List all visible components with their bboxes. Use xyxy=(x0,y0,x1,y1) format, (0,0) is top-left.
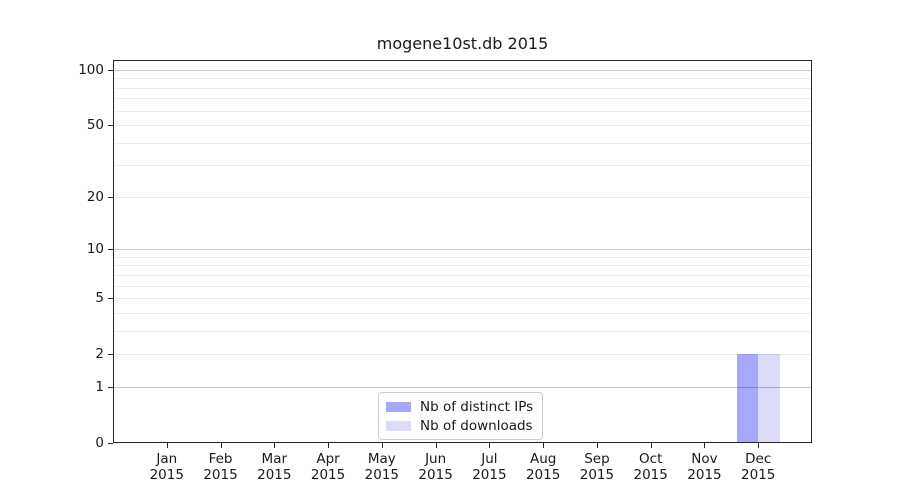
major-gridline xyxy=(113,69,812,71)
x-tick-mark xyxy=(650,443,652,448)
x-tick-label: Oct 2015 xyxy=(633,451,668,483)
bar-nb-of-distinct-ips xyxy=(736,354,759,443)
minor-gridline xyxy=(113,196,812,198)
y-tick-mark xyxy=(108,196,113,198)
minor-gridline xyxy=(113,256,812,258)
legend-label-distinct-ips: Nb of distinct IPs xyxy=(420,398,534,415)
x-tick-mark xyxy=(166,443,168,448)
minor-gridline xyxy=(113,298,812,300)
y-tick-mark xyxy=(108,443,113,444)
x-tick-mark xyxy=(704,443,706,448)
minor-gridline xyxy=(113,165,812,167)
y-tick-mark xyxy=(108,69,113,71)
x-tick-mark xyxy=(328,443,330,448)
x-tick-mark xyxy=(435,443,437,448)
x-tick-label: Mar 2015 xyxy=(257,451,292,483)
major-gridline xyxy=(113,386,812,388)
bar-nb-of-downloads xyxy=(758,354,780,443)
minor-gridline xyxy=(113,274,812,276)
y-tick-label: 20 xyxy=(86,188,104,205)
plot-spines xyxy=(113,60,812,443)
y-tick-label: 100 xyxy=(78,61,104,78)
minor-gridline xyxy=(113,110,812,112)
x-tick-mark xyxy=(220,443,222,448)
y-tick-mark xyxy=(108,298,113,300)
x-tick-mark xyxy=(543,443,545,448)
plot-area: 0 1 2 5 10 20 50 100 Jan 2015 Feb 2015 Mar 2015 Apr… xyxy=(78,60,812,483)
minor-gridline xyxy=(113,98,812,100)
x-tick-label: Feb 2015 xyxy=(203,451,238,483)
x-tick-label: Jul 2015 xyxy=(472,451,507,483)
minor-gridline xyxy=(113,125,812,127)
minor-gridline xyxy=(113,354,812,356)
y-tick-label: 50 xyxy=(86,117,104,134)
legend: Nb of distinct IPs Nb of downloads xyxy=(378,392,544,440)
x-tick-label: Nov 2015 xyxy=(687,451,722,483)
x-tick-mark xyxy=(274,443,276,448)
y-tick-mark xyxy=(108,386,113,388)
y-tick-label: 2 xyxy=(95,346,104,363)
x-tick-mark xyxy=(758,443,760,448)
legend-item-distinct-ips: Nb of distinct IPs xyxy=(386,398,533,415)
x-tick-mark xyxy=(489,443,491,448)
x-tick-label: Jun 2015 xyxy=(418,451,453,483)
minor-gridline xyxy=(113,78,812,80)
legend-label-downloads: Nb of downloads xyxy=(420,417,533,434)
chart-title: mogene10st.db 2015 xyxy=(376,34,549,53)
x-tick-label: Dec 2015 xyxy=(741,451,776,483)
x-tick-mark xyxy=(596,443,598,448)
y-tick-label: 0 xyxy=(95,435,104,451)
x-tick-label: May 2015 xyxy=(364,451,400,483)
x-tick-mark xyxy=(381,443,383,448)
legend-swatch-distinct-ips xyxy=(386,401,411,412)
x-tick-label: Apr 2015 xyxy=(310,451,346,483)
y-tick-label: 1 xyxy=(95,378,104,395)
y-tick-mark xyxy=(108,354,113,356)
legend-swatch-downloads xyxy=(386,420,411,431)
minor-gridline xyxy=(113,87,812,89)
minor-gridline xyxy=(113,330,812,332)
x-tick-label: Jan 2015 xyxy=(149,451,184,483)
legend-item-downloads: Nb of downloads xyxy=(386,417,533,434)
minor-gridline xyxy=(113,285,812,287)
y-tick-label: 10 xyxy=(86,241,104,258)
minor-gridline xyxy=(113,265,812,267)
x-tick-label: Sep 2015 xyxy=(579,451,615,483)
x-tick-label: Aug 2015 xyxy=(525,451,561,483)
y-tick-label: 5 xyxy=(95,290,104,307)
y-tick-mark xyxy=(108,125,113,127)
major-gridline xyxy=(113,249,812,251)
minor-gridline xyxy=(113,142,812,144)
minor-gridline xyxy=(113,312,812,314)
y-tick-mark xyxy=(108,249,113,251)
